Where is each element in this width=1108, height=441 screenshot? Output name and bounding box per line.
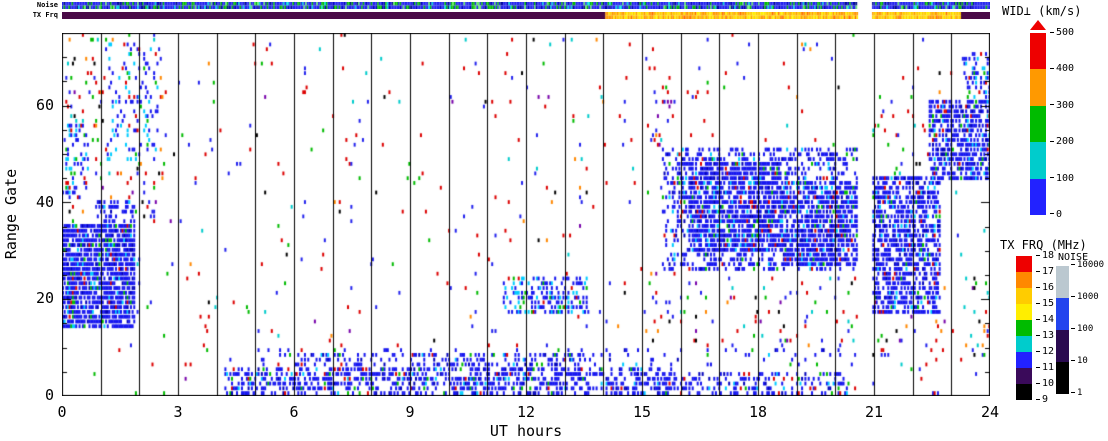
- txfrq-colorbar-title: TX FRQ (MHz): [1000, 238, 1087, 252]
- wid-colorbar-labels: 500 400 300 200 100 0: [1050, 27, 1074, 220]
- x-tick-label: 3: [173, 403, 183, 421]
- x-tick-labels: 0 3 6 9 12 15 18 21 24: [42, 403, 1010, 421]
- colorbar-segment: [1030, 69, 1046, 106]
- main-plot-canvas: [62, 33, 990, 396]
- colorbar-tick-label: 16: [1036, 282, 1054, 293]
- colorbar-tick-label: 300: [1050, 100, 1074, 111]
- x-axis-title: UT hours: [489, 422, 563, 440]
- colorbar-tick-label: 200: [1050, 136, 1074, 147]
- x-tick-label: 9: [405, 403, 415, 421]
- wid-colorbar: [1030, 33, 1046, 216]
- y-tick-label: 20: [35, 289, 54, 308]
- colorbar-segment: [1016, 288, 1032, 304]
- colorbar-segment: [1056, 266, 1069, 298]
- txfrq-colorbar: [1016, 256, 1032, 400]
- x-tick-label: 24: [980, 403, 1000, 421]
- colorbar-tick-label: 1000: [1071, 292, 1107, 303]
- colorbar-tick-label: 10: [1071, 356, 1107, 367]
- colorbar-segment: [1056, 362, 1069, 394]
- colorbar-tick-label: 100: [1050, 173, 1074, 184]
- colorbar-tick-label: 14: [1036, 314, 1054, 325]
- colorbar-tick-label: 18: [1036, 250, 1054, 261]
- x-tick-label: 12: [516, 403, 536, 421]
- colorbar-tick-label: 11: [1036, 362, 1054, 373]
- colorbar-segment: [1016, 368, 1032, 384]
- colorbar-segment: [1030, 178, 1046, 216]
- x-tick-label: 15: [632, 403, 652, 421]
- colorbar-segment: [1016, 352, 1032, 368]
- x-tick-label: 6: [289, 403, 299, 421]
- colorbar-segment: [1016, 320, 1032, 336]
- y-tick-label: 0: [44, 385, 54, 404]
- colorbar-segment: [1030, 105, 1046, 143]
- colorbar-tick-label: 10000: [1071, 260, 1107, 271]
- colorbar-segment: [1030, 33, 1046, 70]
- colorbar-tick-label: 400: [1050, 63, 1074, 74]
- colorbar-segment: [1016, 336, 1032, 352]
- noise-strip-label: Noise: [36, 1, 58, 9]
- x-tick-label: 18: [748, 403, 768, 421]
- colorbar-tick-label: 10: [1036, 378, 1054, 389]
- overflow-up-triangle-icon: [1030, 20, 1046, 30]
- wid-colorbar-title: WID⊥ (km/s): [1002, 4, 1082, 18]
- x-tick-label: 21: [864, 403, 884, 421]
- txfrq-strip-canvas: [62, 12, 990, 19]
- colorbar-tick-label: 0: [1050, 209, 1074, 220]
- y-tick-label: 40: [35, 192, 54, 211]
- colorbar-segment: [1056, 298, 1069, 330]
- colorbar-tick-label: 9: [1036, 394, 1054, 405]
- colorbar-segment: [1016, 304, 1032, 320]
- noise-colorbar-title: NOISE: [1058, 252, 1089, 263]
- y-axis-title: Range Gate: [2, 168, 20, 260]
- colorbar-tick-label: 15: [1036, 298, 1054, 309]
- colorbar-segment: [1016, 256, 1032, 272]
- noise-colorbar-labels: 10000 1000 100 10 1: [1071, 260, 1107, 399]
- colorbar-tick-label: 1: [1071, 388, 1107, 399]
- colorbar-tick-label: 500: [1050, 27, 1074, 38]
- y-tick-labels: 60 40 20 0: [18, 98, 54, 403]
- colorbar-tick-label: 100: [1071, 324, 1107, 335]
- noise-strip-canvas: [62, 2, 990, 9]
- txfrq-colorbar-labels: 18 17 16 15 14 13 12 11 10 9: [1036, 250, 1054, 405]
- y-tick-label: 60: [35, 96, 54, 114]
- colorbar-tick-label: 17: [1036, 266, 1054, 277]
- x-tick-label: 0: [57, 403, 67, 421]
- colorbar-segment: [1016, 272, 1032, 288]
- colorbar-segment: [1056, 330, 1069, 362]
- colorbar-tick-label: 12: [1036, 346, 1054, 357]
- colorbar-segment: [1016, 384, 1032, 400]
- colorbar-segment: [1030, 142, 1046, 179]
- noise-colorbar: [1056, 266, 1069, 394]
- txfrq-strip-label: TX Frq: [32, 11, 58, 19]
- colorbar-tick-label: 13: [1036, 330, 1054, 341]
